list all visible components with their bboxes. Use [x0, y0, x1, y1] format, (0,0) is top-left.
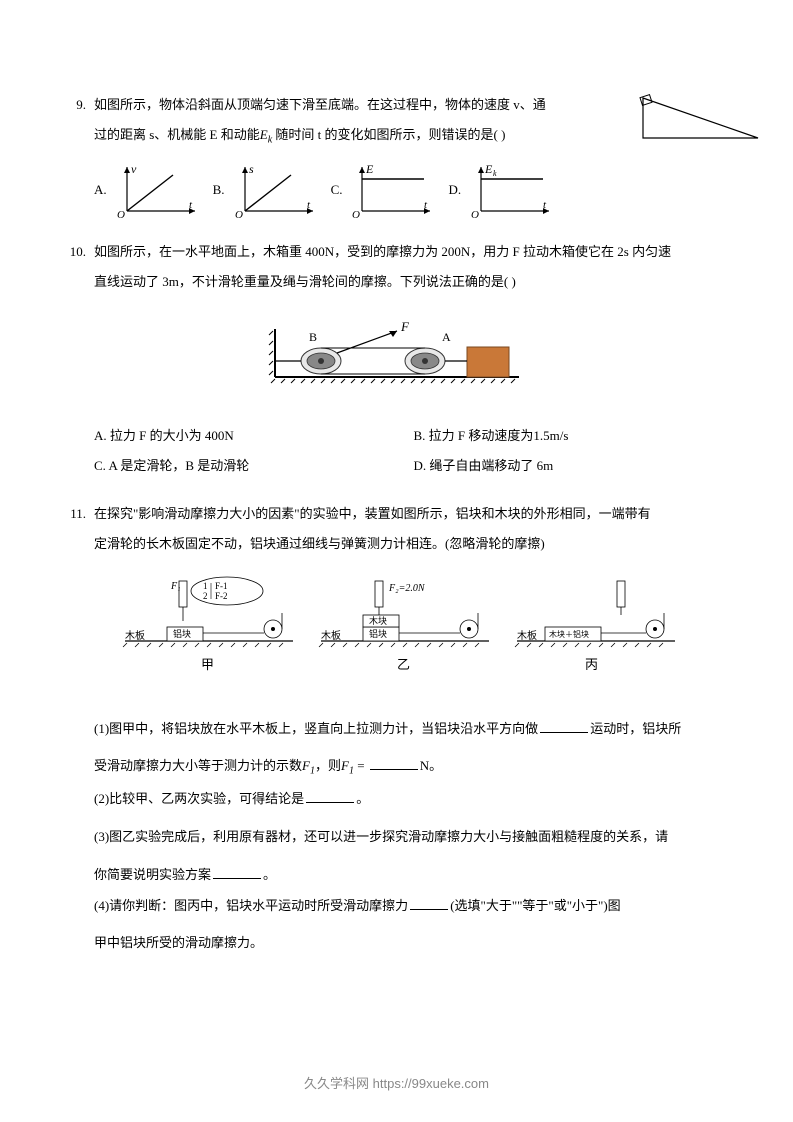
svg-text:E: E [484, 162, 493, 176]
svg-text:F₁: F₁ [170, 581, 181, 592]
svg-text:木板: 木板 [125, 629, 145, 642]
q11-sub1-num: (1) [94, 713, 109, 746]
svg-text:木板: 木板 [321, 629, 341, 642]
footer-url: https://99xueke.com [373, 1076, 489, 1091]
svg-text:F-1: F-1 [215, 581, 228, 591]
q9-number: 9. [60, 90, 94, 120]
q9-text-line2a: 过的距离 s、机械能 E 和动能 [94, 127, 260, 142]
blank-input[interactable] [540, 720, 588, 733]
blank-input[interactable] [306, 790, 354, 803]
svg-text:2: 2 [203, 591, 208, 601]
q9-graph-c: E t O [348, 161, 438, 219]
svg-text:t: t [424, 199, 428, 211]
q11-sub3: (3)图乙实验完成后，利用原有器材，还可以进一步探究滑动摩擦力大小与接触面粗糙程… [94, 821, 733, 854]
q9-graph-d: E k t O [467, 161, 557, 219]
q9-opt-b-label: B. [213, 182, 225, 198]
svg-text:F: F [400, 319, 410, 334]
svg-text:t: t [543, 199, 547, 211]
svg-text:B: B [309, 330, 317, 344]
page-footer: 久久学科网 https://99xueke.com [0, 1073, 793, 1092]
q9-graph-b: s t O [231, 161, 321, 219]
blank-input[interactable] [213, 866, 261, 879]
q9-graph-a: v t O [113, 161, 203, 219]
q11-sub1: (1)图甲中，将铝块放在水平木板上，竖直向上拉测力计，当铝块沿水平方向做运动时，… [94, 713, 733, 746]
svg-text:E: E [365, 162, 374, 176]
question-10: 10. 如图所示，在一水平地面上，木箱重 400N，受到的摩擦力为 200N，用… [60, 237, 733, 481]
inclined-plane-diagram [633, 88, 763, 152]
q10-number: 10. [60, 237, 94, 267]
q10-opt-a: A. 拉力 F 的大小为 400N [94, 421, 414, 451]
q9-opt-d-label: D. [448, 182, 461, 198]
q11-experiment-diagrams: 1 2 F-1 F-2 F₁ [117, 573, 677, 697]
q11-number: 11. [60, 499, 94, 529]
q10-opt-b: B. 拉力 F 移动速度为1.5m/s [414, 421, 734, 451]
svg-text:O: O [117, 209, 125, 219]
footer-text: 久久学科网 [304, 1076, 373, 1091]
blank-input[interactable] [370, 757, 418, 770]
q9-opt-a-label: A. [94, 182, 107, 198]
q10-options: A. 拉力 F 的大小为 400N B. 拉力 F 移动速度为1.5m/s C.… [94, 421, 733, 481]
svg-text:t: t [307, 199, 311, 211]
q10-opt-c: C. A 是定滑轮，B 是动滑轮 [94, 451, 414, 481]
svg-text:丙: 丙 [585, 657, 598, 672]
q11-sub4-cont: 甲中铝块所受的滑动摩擦力。 [94, 928, 733, 958]
q11-sub3-cont: 你简要说明实验方案。 [94, 860, 733, 890]
svg-text:t: t [189, 199, 193, 211]
svg-text:O: O [471, 209, 479, 219]
q11-sub2: (2)比较甲、乙两次实验，可得结论是。 [94, 783, 733, 816]
svg-text:木块＋铝块: 木块＋铝块 [549, 629, 589, 639]
q10-line1: 如图所示，在一水平地面上，木箱重 400N，受到的摩擦力为 200N，用力 F … [94, 237, 733, 267]
q9-text-line2d: 随时间 t 的变化如图所示，则错误的是( ) [272, 127, 505, 142]
svg-text:乙: 乙 [397, 657, 410, 672]
svg-text:木板: 木板 [517, 629, 537, 642]
svg-text:s: s [249, 162, 254, 176]
blank-input[interactable] [410, 897, 448, 910]
q11-line1: 在探究"影响滑动摩擦力大小的因素"的实验中，装置如图所示，铝块和木块的外形相同，… [94, 499, 733, 529]
svg-text:F₂=2.0N: F₂=2.0N [388, 583, 426, 594]
svg-text:O: O [352, 209, 360, 219]
svg-text:甲: 甲 [201, 657, 214, 672]
svg-text:F-2: F-2 [215, 591, 228, 601]
q11-sub1-cont: 受滑动摩擦力大小等于测力计的示数F1，则F1 = N。 [94, 751, 733, 783]
q10-pulley-diagram: B A F [267, 317, 527, 401]
q9-ek-e: E [260, 127, 268, 142]
q10-line2: 直线运动了 3m，不计滑轮重量及绳与滑轮间的摩擦。下列说法正确的是( ) [94, 267, 733, 297]
svg-text:A: A [442, 330, 451, 344]
q11-sub4: (4)请你判断：图丙中，铝块水平运动时所受滑动摩擦力(选填"大于""等于"或"小… [94, 890, 733, 923]
svg-text:k: k [493, 169, 497, 178]
q9-options: A. v t O B. [94, 161, 733, 219]
svg-text:1: 1 [203, 581, 208, 591]
q10-opt-d: D. 绳子自由端移动了 6m [414, 451, 734, 481]
q11-line2: 定滑轮的长木板固定不动，铝块通过细线与弹簧测力计相连。(忽略滑轮的摩擦) [94, 529, 733, 559]
svg-text:木块: 木块 [369, 615, 387, 626]
question-11: 11. 在探究"影响滑动摩擦力大小的因素"的实验中，装置如图所示，铝块和木块的外… [60, 499, 733, 958]
svg-text:铝块: 铝块 [369, 628, 387, 639]
svg-text:v: v [131, 162, 137, 176]
svg-text:O: O [235, 209, 243, 219]
q9-opt-c-label: C. [331, 182, 343, 198]
svg-text:铝块: 铝块 [173, 628, 191, 639]
